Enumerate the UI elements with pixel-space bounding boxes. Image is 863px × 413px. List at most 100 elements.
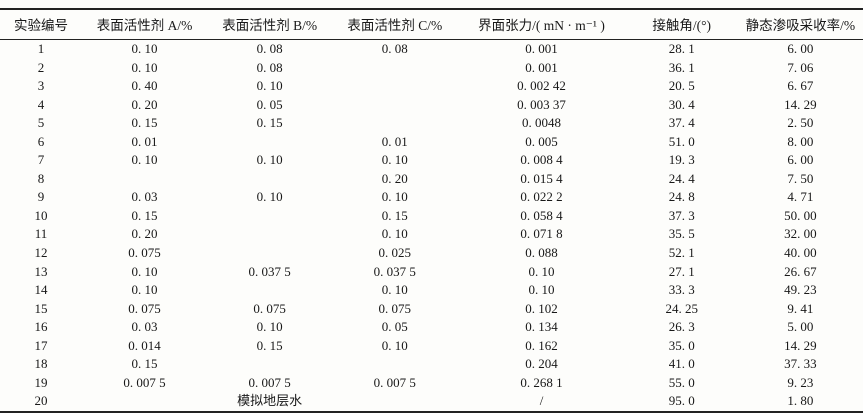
table-cell: 0. 10 <box>381 152 408 168</box>
table-cell: 0. 10 <box>381 189 408 205</box>
table-cell: 10 <box>34 207 48 223</box>
table-cell: 27. 1 <box>668 263 695 279</box>
table-cell: 0. 10 <box>131 41 158 56</box>
experiment-results-table: 实验编号 表面活性剂 A/% 表面活性剂 B/% 表面活性剂 C/% 界面张力/( mN… <box>0 8 863 413</box>
table-cell: 0. 10 <box>256 189 283 205</box>
table-cell: 0. 075 <box>253 300 286 316</box>
table-cell: 0. 007 5 <box>123 374 166 390</box>
table-row: 8 0. 20 0. 015 4 24. 4 7. 50 <box>0 170 863 189</box>
table-cell: 95. 0 <box>668 393 695 409</box>
table-cell: 33. 3 <box>668 282 695 298</box>
table-cell: 24. 4 <box>668 170 695 186</box>
table-cell: 0. 134 <box>525 319 558 335</box>
table-row: 10 0. 15 0. 15 0. 058 4 37. 3 50. 00 <box>0 207 863 226</box>
table-cell: 0. 075 <box>378 300 412 316</box>
table-cell: 0. 08 <box>256 41 283 56</box>
table-cell: 0. 008 4 <box>520 152 563 168</box>
table-cell: 13 <box>34 263 48 279</box>
table-cell <box>207 207 332 226</box>
table-cell: 0. 007 5 <box>373 374 416 390</box>
table-cell <box>82 170 207 189</box>
table-cell <box>332 96 457 115</box>
table-cell: 0. 10 <box>131 59 158 75</box>
table-cell: 0. 10 <box>131 152 158 168</box>
table-cell: 8. 00 <box>787 133 814 149</box>
table-header-row: 实验编号 表面活性剂 A/% 表面活性剂 B/% 表面活性剂 C/% 界面张力/( mN… <box>0 9 863 40</box>
table-cell: 0. 10 <box>381 337 408 353</box>
table-cell: 55. 0 <box>668 374 695 390</box>
table-cell <box>207 225 332 244</box>
table-cell: 0. 088 <box>525 245 558 261</box>
table-cell: 0. 204 <box>525 356 558 372</box>
table-row: 11 0. 20 0. 10 0. 071 8 35. 5 32. 00 <box>0 225 863 244</box>
column-header-6: 接触角/(°) <box>652 18 712 33</box>
table-cell: 14. 29 <box>784 96 817 112</box>
table-cell: 0. 10 <box>256 152 283 168</box>
table-cell: 7. 50 <box>787 170 814 186</box>
table-cell: 51. 0 <box>668 133 695 149</box>
table-cell: 0. 268 1 <box>520 374 563 390</box>
table-row: 15 0. 075 0. 075 0. 075 0. 102 24. 25 9. 41 <box>0 300 863 319</box>
table-row: 13 0. 10 0. 037 5 0. 037 5 0. 10 27. 1 26. 67 <box>0 263 863 282</box>
table-cell <box>207 355 332 374</box>
table-cell: 0. 03 <box>131 319 158 335</box>
table-cell: 40. 00 <box>784 245 817 261</box>
table-cell: 0. 005 <box>525 133 558 149</box>
table-cell <box>207 281 332 300</box>
table-cell: 0. 014 <box>128 337 161 353</box>
table-cell <box>332 114 457 133</box>
table-row: 5 0. 15 0. 15 0. 0048 37. 4 2. 50 <box>0 114 863 133</box>
table-cell: 37. 4 <box>668 115 695 131</box>
table-cell: 19. 3 <box>668 152 695 168</box>
table-row: 4 0. 20 0. 05 0. 003 37 30. 4 14. 29 <box>0 96 863 115</box>
table-cell <box>332 59 457 78</box>
table-cell: 12 <box>34 245 48 261</box>
table-cell: 18 <box>34 356 48 372</box>
table-cell: 0. 10 <box>528 263 555 279</box>
table-cell: 0. 071 8 <box>520 226 563 242</box>
table-cell: 0. 10 <box>381 226 408 242</box>
table-cell: 37. 3 <box>668 207 695 223</box>
table-row: 6 0. 01 0. 01 0. 005 51. 0 8. 00 <box>0 133 863 152</box>
table-cell: 20. 5 <box>668 78 695 94</box>
table-cell <box>332 355 457 374</box>
table-cell: 6 <box>37 133 45 149</box>
table-cell: 30. 4 <box>668 96 695 112</box>
table-cell: 0. 10 <box>256 78 283 94</box>
table-row: 7 0. 10 0. 10 0. 10 0. 008 4 19. 3 6. 00 <box>0 151 863 170</box>
column-header-7: 静态渗吸采收率/% <box>745 18 856 33</box>
table-cell: 4 <box>37 96 45 112</box>
column-header-5: 界面张力/( mN · m⁻¹ ) <box>478 18 605 33</box>
table-cell: 0. 40 <box>131 78 158 94</box>
table-cell: 5 <box>37 115 45 131</box>
table-cell: 37. 33 <box>784 356 817 372</box>
table-cell <box>207 133 332 152</box>
table-row: 17 0. 014 0. 15 0. 10 0. 162 35. 0 14. 29 <box>0 337 863 356</box>
table-row: 2 0. 10 0. 08 0. 001 36. 1 7. 06 <box>0 59 863 78</box>
table-cell: 20 <box>34 393 48 409</box>
table-cell: 0. 001 <box>525 41 558 56</box>
column-header-3: 表面活性剂 B/% <box>222 18 318 33</box>
column-header-2: 表面活性剂 A/% <box>96 18 193 33</box>
table-cell: 9. 23 <box>787 374 814 390</box>
table-cell: 19 <box>34 374 48 390</box>
table-cell: 7 <box>37 152 45 168</box>
table-cell: 24. 25 <box>665 300 698 316</box>
table-cell: 0. 058 4 <box>520 207 563 223</box>
table-cell: 0. 10 <box>131 282 158 298</box>
table-cell: 6. 00 <box>787 41 814 56</box>
table-cell: 0. 08 <box>256 59 283 75</box>
table-cell: 0. 05 <box>381 319 408 335</box>
table-cell: 6. 67 <box>787 78 814 94</box>
table-cell: 0. 037 5 <box>248 263 291 279</box>
table-cell: 26. 3 <box>668 319 695 335</box>
table-cell: 0. 002 42 <box>517 78 566 94</box>
table-cell: 0. 15 <box>256 337 283 353</box>
table-row: 14 0. 10 0. 10 0. 10 33. 3 49. 23 <box>0 281 863 300</box>
table-cell <box>207 170 332 189</box>
table-cell: 1. 80 <box>787 393 814 409</box>
table-cell: 4. 71 <box>787 189 814 205</box>
table-cell: 0. 10 <box>131 263 158 279</box>
table-cell: 0. 10 <box>256 319 283 335</box>
table-cell: 模拟地层水 <box>237 393 303 409</box>
